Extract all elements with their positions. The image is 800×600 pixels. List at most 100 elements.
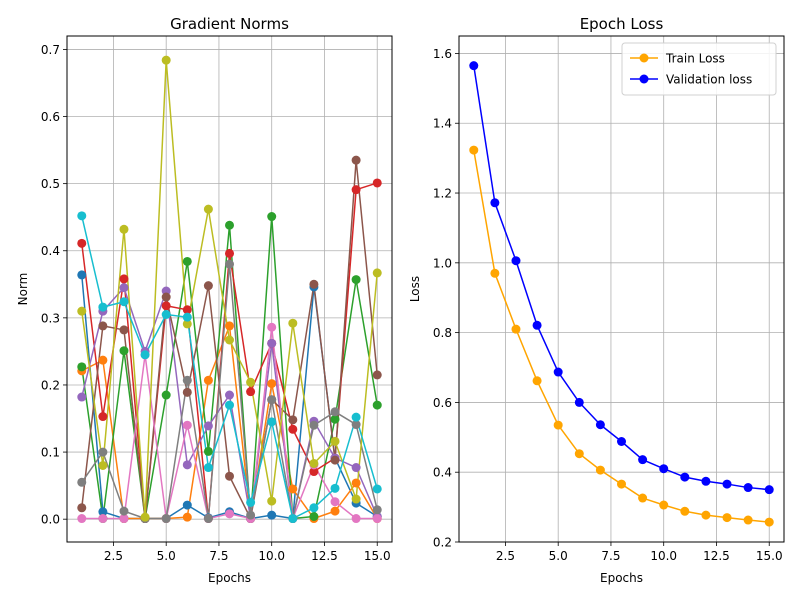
data-point: [182, 375, 192, 385]
data-point: [225, 248, 234, 258]
data-point: [372, 268, 382, 278]
data-point: [288, 484, 298, 494]
data-point: [309, 279, 319, 289]
data-point: [203, 204, 213, 214]
data-point: [225, 335, 234, 345]
data-point: [225, 471, 234, 481]
data-point: [309, 467, 319, 477]
data-point: [309, 458, 319, 468]
data-point: [225, 509, 234, 519]
x-axis-label: Epochs: [600, 571, 643, 585]
data-point: [246, 387, 256, 397]
data-point: [574, 449, 584, 459]
data-point: [701, 476, 711, 486]
legend: Train Loss Validation loss: [621, 42, 777, 96]
data-point: [267, 510, 277, 520]
series-markers: [469, 61, 774, 527]
data-point: [161, 55, 171, 65]
data-point: [98, 507, 108, 517]
data-point: [203, 463, 213, 473]
data-point: [267, 417, 277, 427]
data-point: [351, 275, 361, 285]
y-tick-label: 0.2: [41, 378, 60, 392]
data-point: [203, 446, 213, 456]
data-point: [351, 412, 361, 422]
data-point: [330, 506, 340, 516]
data-point: [743, 515, 753, 525]
data-point: [98, 514, 108, 524]
data-point: [203, 281, 213, 291]
y-tick-label: 0.2: [433, 536, 452, 550]
x-tick-label: 15.0: [364, 549, 391, 563]
data-point: [351, 494, 361, 504]
data-point: [119, 346, 129, 356]
data-point: [182, 460, 192, 470]
data-point: [351, 514, 361, 524]
data-point: [309, 420, 319, 430]
y-ticks: 0.0 0.1 0.2 0.3 0.4 0.5 0.6 0.7: [41, 43, 67, 527]
data-point: [288, 424, 298, 434]
data-point: [701, 510, 711, 520]
chart-gradient-norms: 2.5 5.0 7.5 10.0 12.5 15.0 0.0 0.1 0.2 0.3 0.4 0.5…: [16, 15, 393, 585]
chart-title: Gradient Norms: [170, 15, 289, 33]
y-tick-label: 0.4: [433, 466, 452, 480]
data-point: [490, 268, 500, 278]
data-point: [203, 375, 213, 385]
data-point: [574, 397, 584, 407]
data-point: [77, 362, 87, 372]
data-point: [532, 376, 542, 386]
data-point: [182, 500, 192, 510]
y-tick-label: 0.0: [41, 513, 60, 527]
y-tick-label: 1.0: [433, 256, 452, 270]
data-point: [351, 420, 361, 430]
data-point: [372, 400, 382, 410]
data-point: [246, 377, 256, 387]
data-point: [140, 350, 150, 360]
series-markers: [77, 55, 382, 524]
data-point: [267, 338, 277, 348]
data-point: [330, 497, 340, 507]
data-point: [372, 505, 382, 515]
y-ticks: 0.2 0.4 0.6 0.8 1.0 1.2 1.4 1.6: [433, 47, 459, 550]
data-point: [267, 395, 277, 405]
data-point: [267, 496, 277, 506]
data-point: [98, 355, 108, 365]
data-point: [288, 318, 298, 328]
data-point: [351, 185, 361, 195]
data-point: [119, 283, 129, 293]
data-point: [372, 484, 382, 494]
data-point: [77, 270, 87, 280]
data-point: [119, 506, 129, 516]
data-point: [182, 312, 192, 322]
data-point: [764, 485, 774, 495]
data-point: [722, 513, 732, 523]
x-ticks: 2.5 5.0 7.5 10.0 12.5 15.0: [104, 542, 391, 563]
data-point: [617, 436, 626, 446]
data-point: [203, 514, 213, 524]
data-point: [372, 514, 382, 524]
data-point: [553, 367, 563, 377]
data-point: [119, 274, 129, 284]
data-point: [98, 412, 108, 422]
data-point: [77, 503, 87, 513]
data-point: [225, 220, 234, 230]
data-point: [617, 479, 626, 489]
legend-label: Validation loss: [666, 73, 752, 87]
x-tick-label: 12.5: [311, 549, 338, 563]
data-point: [182, 512, 192, 522]
x-tick-label: 7.5: [601, 549, 620, 563]
y-tick-label: 0.4: [41, 244, 60, 258]
data-point: [638, 455, 648, 465]
data-point: [659, 500, 669, 510]
y-tick-label: 0.6: [41, 110, 60, 124]
data-point: [77, 392, 87, 402]
data-point: [511, 256, 521, 266]
data-point: [161, 514, 171, 524]
y-tick-label: 0.5: [41, 177, 60, 191]
x-tick-label: 15.0: [756, 549, 783, 563]
x-tick-label: 10.0: [650, 549, 677, 563]
data-point: [330, 455, 340, 465]
data-point: [182, 256, 192, 266]
data-point: [680, 506, 690, 516]
data-point: [161, 301, 171, 311]
